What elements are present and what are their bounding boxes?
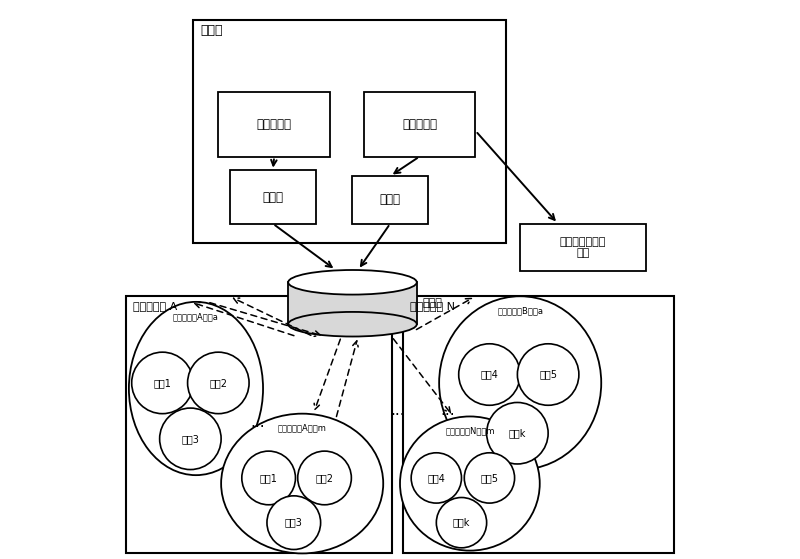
Text: 轮转器: 轮转器 [380, 193, 401, 206]
Circle shape [242, 451, 295, 505]
Text: ...: ... [250, 415, 265, 429]
Bar [353, 176, 428, 224]
Circle shape [464, 453, 514, 503]
Text: 集群节点组 A: 集群节点组 A [133, 301, 177, 311]
Bar [520, 224, 646, 271]
Bar [402, 296, 674, 553]
Text: 引擎4: 引擎4 [481, 369, 498, 380]
Text: 引擎5: 引擎5 [481, 473, 498, 483]
Ellipse shape [400, 416, 540, 551]
Text: 集群节点组B节点a: 集群节点组B节点a [497, 306, 543, 315]
Text: 引擎k: 引擎k [509, 428, 526, 438]
Ellipse shape [288, 312, 417, 337]
Circle shape [187, 352, 249, 414]
Circle shape [132, 352, 193, 414]
Bar [230, 170, 316, 224]
Text: 请求池: 请求池 [422, 299, 442, 308]
Ellipse shape [288, 270, 417, 295]
Bar [364, 92, 475, 157]
Text: 集群节点组 N: 集群节点组 N [410, 301, 454, 311]
Text: 集群节点组N节点m: 集群节点组N节点m [445, 427, 494, 435]
Text: 引擎1: 引擎1 [260, 473, 278, 483]
Text: 流程引擎信息布
告板: 流程引擎信息布 告板 [560, 236, 606, 258]
Text: ...: ... [440, 404, 455, 418]
Text: 引擎k: 引擎k [453, 518, 470, 528]
Circle shape [518, 344, 579, 405]
Ellipse shape [221, 414, 383, 553]
Circle shape [267, 496, 321, 549]
Circle shape [160, 408, 221, 470]
Bar [218, 92, 330, 157]
Ellipse shape [439, 296, 602, 470]
Text: 集群节点组A节点a: 集群节点组A节点a [173, 312, 219, 321]
Text: 引擎5: 引擎5 [539, 369, 557, 380]
Text: 引擎2: 引擎2 [210, 378, 227, 388]
Text: 引擎4: 引擎4 [427, 473, 446, 483]
Text: 集群节点组A节点m: 集群节点组A节点m [278, 424, 326, 433]
Text: 引擎3: 引擎3 [182, 434, 199, 444]
Circle shape [486, 402, 548, 464]
Bar [193, 20, 506, 243]
Text: 引擎2: 引擎2 [315, 473, 334, 483]
Circle shape [458, 344, 520, 405]
Circle shape [298, 451, 351, 505]
Bar [288, 282, 417, 324]
Ellipse shape [129, 302, 263, 475]
Text: 客户端进程: 客户端进程 [402, 118, 437, 131]
Circle shape [411, 453, 462, 503]
Text: ...: ... [390, 404, 405, 418]
Text: 客户端进程: 客户端进程 [257, 118, 292, 131]
Circle shape [436, 498, 486, 548]
Text: 客户端: 客户端 [200, 24, 222, 37]
Text: 引擎3: 引擎3 [285, 518, 302, 528]
Bar [126, 296, 392, 553]
Text: 引擎1: 引擎1 [154, 378, 171, 388]
Text: 轮转器: 轮转器 [262, 191, 283, 203]
